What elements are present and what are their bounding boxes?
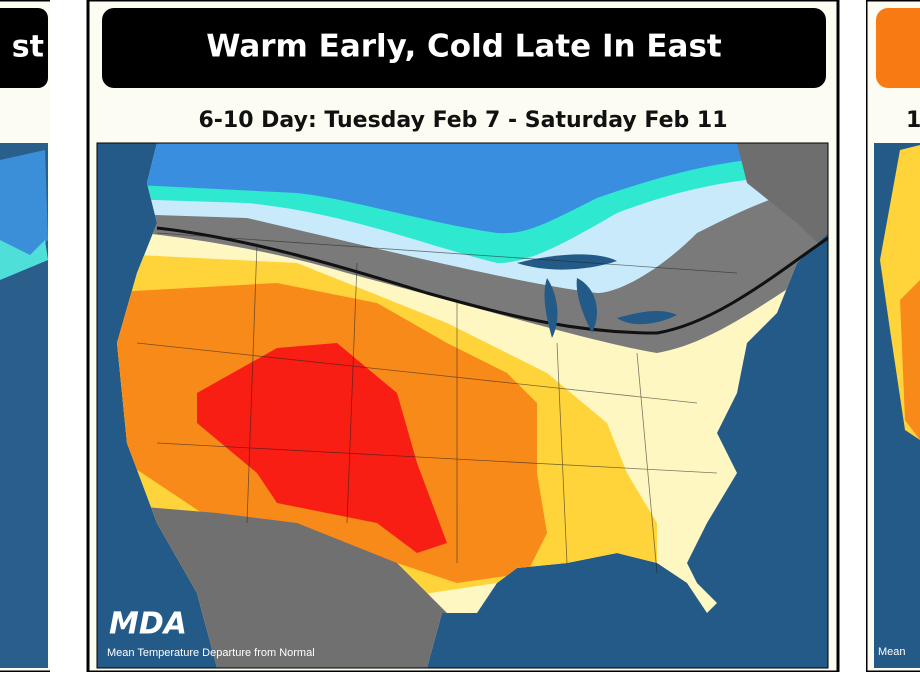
band-blue	[117, 143, 828, 234]
right-subtitle: 1	[906, 108, 920, 133]
right-panel: 1 Mean	[866, 0, 920, 672]
left-title: st	[12, 30, 44, 65]
subtitle: 6-10 Day: Tuesday Feb 7 - Saturday Feb 1…	[198, 108, 727, 133]
title-box	[102, 8, 826, 88]
left-title-box	[0, 8, 48, 88]
title: Warm Early, Cold Late In East	[206, 29, 722, 65]
left-panel: st	[0, 0, 50, 672]
zero-line	[156, 226, 828, 335]
map: MDA Mean Temperature Departure from Norm…	[96, 142, 829, 669]
right-title-box	[876, 8, 920, 88]
caption: Mean Temperature Departure from Normal	[107, 647, 315, 659]
logo: MDA	[109, 607, 187, 642]
borders	[136, 232, 738, 574]
right-caption: Mean	[878, 646, 906, 658]
great-lakes	[517, 254, 677, 338]
band-red	[197, 343, 447, 553]
